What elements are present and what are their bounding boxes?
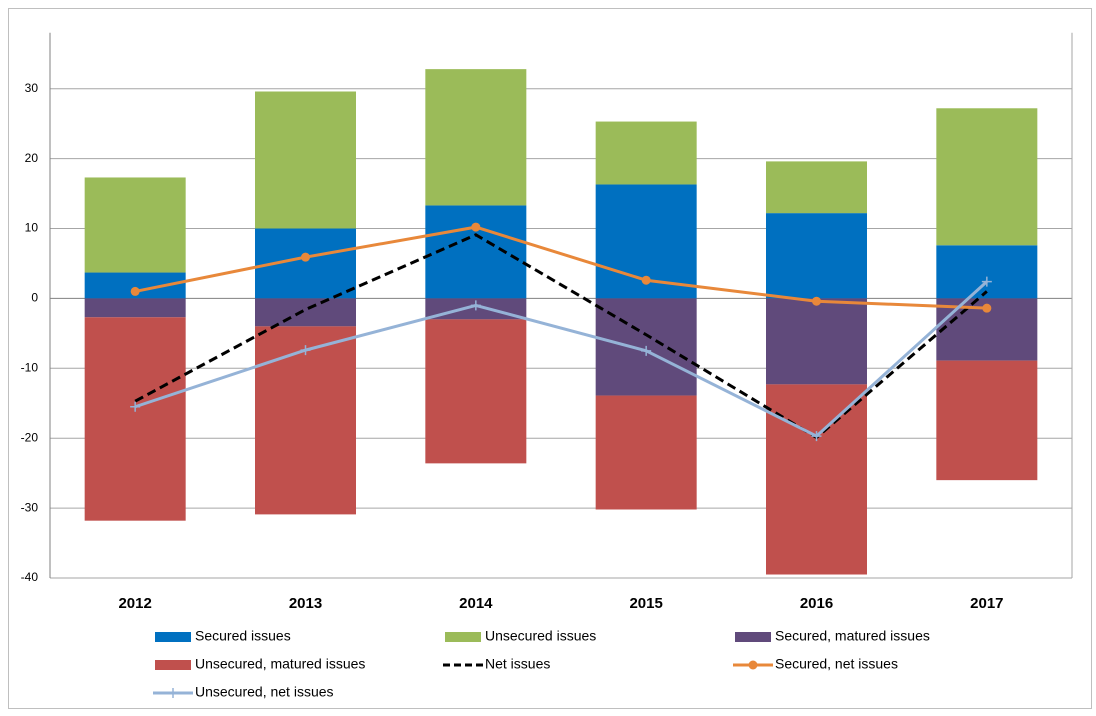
legend-label: Unsecured, net issues — [195, 684, 334, 700]
bar — [766, 298, 867, 385]
legend-marker — [748, 660, 758, 670]
bar — [595, 395, 697, 510]
bar — [255, 298, 356, 327]
line-marker — [641, 275, 651, 285]
x-tick-label: 2016 — [800, 595, 833, 612]
bar — [766, 384, 867, 575]
bar — [84, 317, 186, 521]
line — [134, 225, 987, 310]
legend-label: Net issues — [485, 656, 550, 672]
y-tick-label: 30 — [25, 81, 39, 95]
y-tick-label: 20 — [25, 151, 39, 165]
bar — [936, 360, 1038, 481]
chart-frame — [8, 8, 1092, 709]
line-marker — [470, 300, 481, 311]
bar — [595, 121, 697, 185]
legend-swatch — [155, 660, 191, 670]
legend-label: Secured, matured issues — [775, 628, 930, 644]
bar — [936, 245, 1038, 299]
bar — [766, 161, 867, 214]
y-tick-label: -30 — [21, 500, 39, 514]
bar — [84, 177, 186, 273]
y-tick-label: -10 — [21, 360, 39, 374]
legend-label: Unsecured, matured issues — [195, 656, 365, 672]
line-marker — [300, 345, 311, 356]
legend-label: Secured issues — [195, 628, 291, 644]
line-marker — [130, 286, 140, 296]
line-marker — [130, 401, 141, 412]
legend-label: Secured, net issues — [775, 656, 898, 672]
bar — [936, 108, 1038, 246]
line-marker — [981, 276, 992, 287]
line — [134, 233, 988, 440]
bar — [766, 213, 867, 299]
x-tick-label: 2013 — [289, 595, 322, 612]
y-tick-label: -20 — [21, 430, 39, 444]
legend-label: Unsecured issues — [485, 628, 596, 644]
x-tick-label: 2015 — [629, 595, 662, 612]
x-tick-label: 2017 — [970, 595, 1003, 612]
line-marker — [982, 303, 992, 313]
y-tick-label: 10 — [25, 221, 39, 235]
bar — [425, 205, 527, 299]
y-tick-label: 0 — [31, 291, 38, 305]
line-marker — [811, 431, 822, 442]
legend-marker — [168, 688, 178, 698]
line-marker — [641, 345, 652, 356]
bar — [425, 319, 527, 464]
legend-swatch — [155, 632, 191, 642]
line — [134, 280, 988, 438]
bar — [255, 91, 356, 229]
x-tick-label: 2012 — [118, 595, 151, 612]
bar — [255, 326, 356, 515]
legend-swatch — [445, 632, 481, 642]
line-marker — [471, 222, 481, 232]
y-tick-label: -40 — [21, 570, 39, 584]
line-marker — [301, 252, 310, 262]
x-tick-label: 2014 — [459, 595, 493, 612]
legend-swatch — [735, 632, 771, 642]
line-marker — [812, 296, 821, 306]
bar — [425, 69, 527, 206]
bar — [84, 298, 186, 318]
